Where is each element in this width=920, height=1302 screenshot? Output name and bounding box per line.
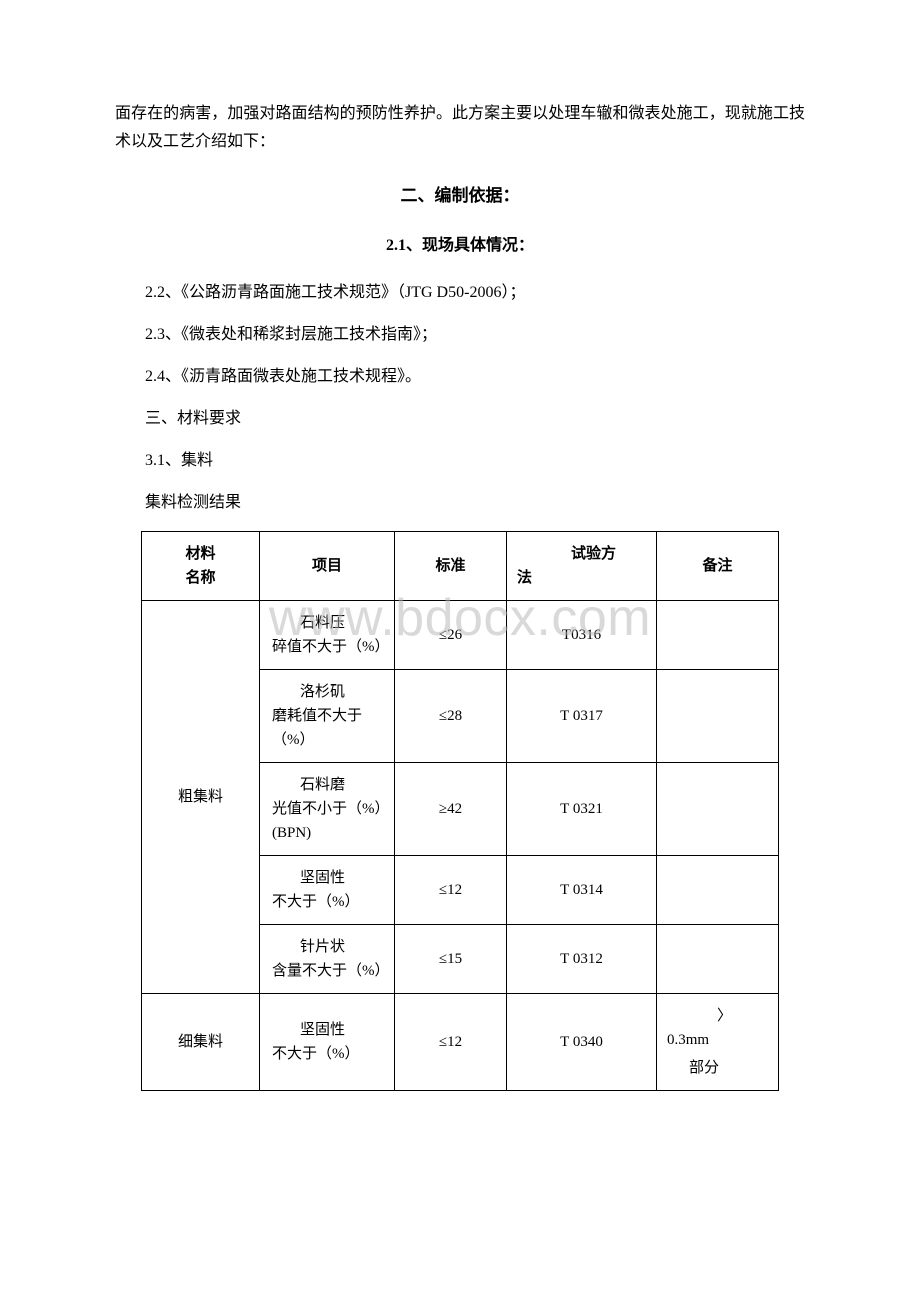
cell-remark (657, 601, 779, 670)
cell-method: T 0321 (507, 763, 657, 856)
cell-item: 针片状 含量不大于（%） (260, 925, 395, 994)
header-remark: 备注 (657, 532, 779, 601)
text-line-2-4: 2.4、《沥青路面微表处施工技术规程》。 (115, 365, 805, 389)
cell-method: T 0340 (507, 994, 657, 1091)
cell-method: T 0317 (507, 670, 657, 763)
cell-item: 石料压 碎值不大于（%） (260, 601, 395, 670)
cell-item: 坚固性 不大于（%） (260, 856, 395, 925)
table-row: 细集料 坚固性 不大于（%） ≤12 T 0340 〉 0.3mm 部分 (142, 994, 779, 1091)
table-row: 粗集料 石料压 碎值不大于（%） ≤26 T0316 (142, 601, 779, 670)
cell-fine-label: 细集料 (142, 994, 260, 1091)
intro-paragraph: 面存在的病害，加强对路面结构的预防性养护。此方案主要以处理车辙和微表处施工，现就… (115, 100, 805, 156)
aggregate-test-table: 材料 名称 项目 标准 试验方 法 备注 粗集料 石料压 碎值不大于（%） ≤2… (141, 531, 779, 1091)
cell-item: 坚固性 不大于（%） (260, 994, 395, 1091)
cell-standard: ≤12 (395, 994, 507, 1091)
cell-method: T0316 (507, 601, 657, 670)
header-material: 材料 名称 (142, 532, 260, 601)
cell-remark: 〉 0.3mm 部分 (657, 994, 779, 1091)
sub-heading-2-1: 2.1、现场具体情况： (115, 231, 805, 261)
cell-item: 洛杉矶 磨耗值不大于（%） (260, 670, 395, 763)
header-item: 项目 (260, 532, 395, 601)
cell-method: T 0314 (507, 856, 657, 925)
cell-standard: ≤15 (395, 925, 507, 994)
cell-remark (657, 763, 779, 856)
cell-remark (657, 670, 779, 763)
header-method: 试验方 法 (507, 532, 657, 601)
text-test-results: 集料检测结果 (115, 491, 805, 515)
section-heading-2: 二、编制依据： (115, 181, 805, 211)
table-header-row: 材料 名称 项目 标准 试验方 法 备注 (142, 532, 779, 601)
cell-remark (657, 856, 779, 925)
cell-standard: ≤28 (395, 670, 507, 763)
cell-standard: ≥42 (395, 763, 507, 856)
cell-standard: ≤26 (395, 601, 507, 670)
header-standard: 标准 (395, 532, 507, 601)
cell-item: 石料磨 光值不小于（%）(BPN) (260, 763, 395, 856)
text-line-2-3: 2.3、《微表处和稀浆封层施工技术指南》； (115, 323, 805, 347)
text-line-2-2: 2.2、《公路沥青路面施工技术规范》（JTG D50-2006）； (115, 281, 805, 305)
text-line-3-1: 3.1、集料 (115, 449, 805, 473)
cell-method: T 0312 (507, 925, 657, 994)
cell-standard: ≤12 (395, 856, 507, 925)
cell-coarse-label: 粗集料 (142, 601, 260, 994)
text-line-3: 三、材料要求 (115, 407, 805, 431)
cell-remark (657, 925, 779, 994)
